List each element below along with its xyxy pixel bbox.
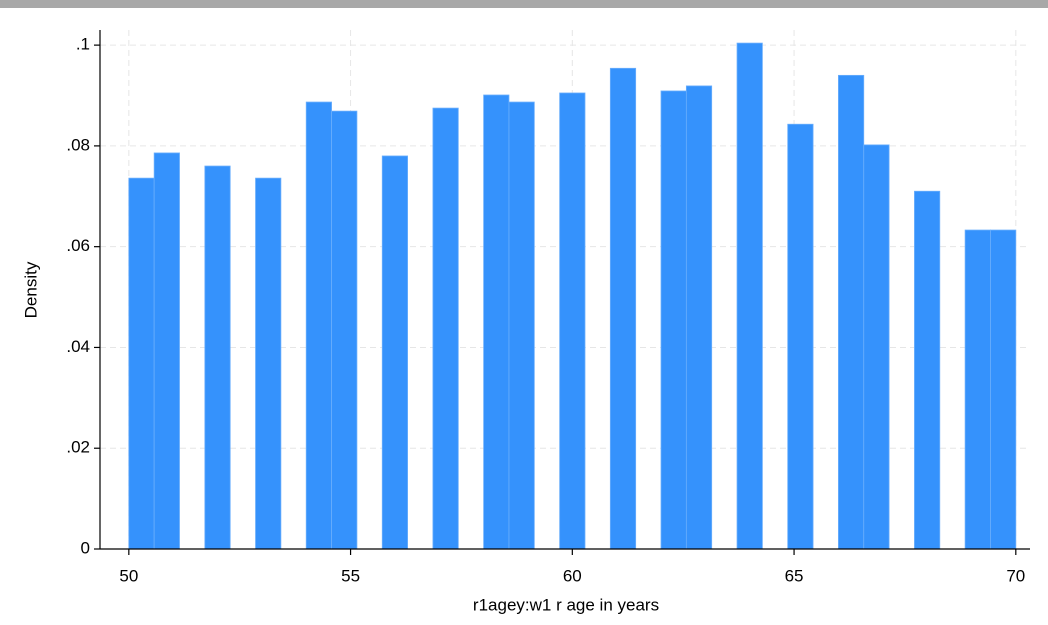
bar (331, 110, 358, 550)
y-tick-label: .02 (66, 438, 90, 457)
y-tick-label: .04 (66, 337, 90, 356)
x-tick-label: 55 (341, 566, 360, 585)
bar (305, 101, 332, 550)
bar (787, 123, 814, 550)
bar (914, 190, 941, 550)
x-tick-label: 65 (785, 566, 804, 585)
x-axis-label: r1agey:w1 r age in years (473, 595, 659, 614)
y-tick-label: .08 (66, 135, 90, 154)
bar (990, 229, 1017, 550)
bar (128, 177, 155, 550)
y-tick-label: .06 (66, 236, 90, 255)
window-bar (0, 0, 1048, 8)
y-tick-label: 0 (81, 538, 90, 557)
x-tick-label: 60 (563, 566, 582, 585)
bar (381, 155, 408, 550)
bar (863, 144, 890, 550)
bar (255, 177, 282, 550)
x-tick-label: 50 (119, 566, 138, 585)
x-tick-label: 70 (1006, 566, 1025, 585)
y-tick-label: .1 (76, 35, 90, 54)
bar (483, 94, 510, 550)
bar (736, 42, 763, 550)
bar (660, 90, 687, 550)
bar (964, 229, 991, 550)
bar (838, 74, 865, 550)
y-axis-label: Density (21, 261, 40, 318)
bar (153, 152, 180, 550)
bar (508, 101, 535, 550)
bar (432, 107, 459, 550)
bar (685, 85, 713, 550)
bar (204, 165, 231, 550)
bar (559, 92, 586, 550)
bar (609, 67, 637, 550)
